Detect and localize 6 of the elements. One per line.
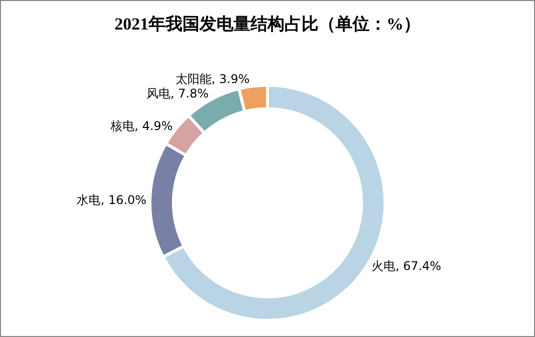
slice-label: 水电, 16.0% [76, 192, 146, 207]
chart-title: 2021年我国发电量结构占比（单位：%） [114, 14, 420, 34]
slice-label: 核电, 4.9% [110, 118, 173, 133]
slice-label: 太阳能, 3.9% [176, 72, 250, 86]
slice-label: 风电, 7.8% [146, 86, 209, 101]
slice-label: 火电, 67.4% [371, 258, 442, 273]
